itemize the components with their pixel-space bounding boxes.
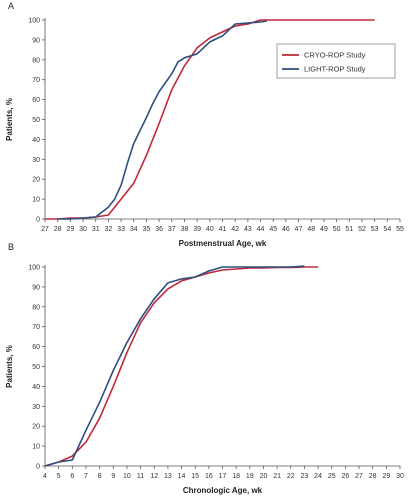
y-tick-label: 20 [32, 177, 40, 184]
x-tick-label: 11 [137, 473, 144, 480]
x-tick-label: 47 [295, 226, 303, 233]
y-tick-label: 80 [32, 57, 40, 64]
x-tick-label: 15 [191, 473, 199, 480]
y-tick-label: 60 [32, 97, 40, 104]
y-tick-label: 10 [32, 197, 40, 204]
y-tick-label: 50 [32, 364, 40, 371]
legend-box [276, 43, 396, 79]
series-line-cryo-rop-study [45, 19, 375, 220]
x-tick-label: 53 [371, 226, 379, 233]
panel-label: B [8, 242, 14, 252]
x-tick-label: 4 [43, 473, 47, 480]
x-tick-label: 34 [130, 226, 138, 233]
legend-entry: CRYO-ROP Study [304, 51, 366, 60]
x-tick-label: 49 [320, 226, 328, 233]
y-tick-label: 40 [32, 137, 40, 144]
y-tick-label: 30 [32, 157, 40, 164]
x-tick-label: 26 [341, 473, 349, 480]
x-tick-label: 14 [178, 473, 186, 480]
y-tick-label: 90 [32, 284, 40, 291]
x-tick-label: 39 [193, 226, 201, 233]
x-tick-label: 20 [260, 473, 268, 480]
x-axis-title: Postmenstrual Age, wk [179, 239, 267, 248]
y-axis-title: Patients, % [5, 98, 14, 141]
x-tick-label: 31 [92, 226, 100, 233]
series-line-light-rop-study [57, 20, 268, 220]
y-axis-title: Patients, % [5, 345, 14, 388]
x-tick-label: 23 [301, 473, 309, 480]
y-tick-label: 100 [28, 18, 40, 25]
x-tick-label: 27 [41, 226, 49, 233]
x-tick-label: 8 [98, 473, 102, 480]
x-tick-label: 32 [104, 226, 112, 233]
x-tick-label: 5 [57, 473, 61, 480]
x-tick-label: 22 [287, 473, 295, 480]
x-tick-label: 54 [383, 226, 391, 233]
y-tick-label: 60 [32, 344, 40, 351]
x-tick-label: 28 [369, 473, 377, 480]
y-tick-label: 20 [32, 424, 40, 431]
x-tick-label: 40 [206, 226, 214, 233]
x-tick-label: 13 [164, 473, 172, 480]
chart-panel-1: A 0 10 20 30 40 50 60 70 80 90 100 27 28 29 30 31 32 33 34 3… [5, 1, 404, 248]
legend-entry: LIGHT-ROP Study [304, 65, 366, 74]
y-tick-label: 0 [36, 464, 40, 471]
x-tick-label: 16 [205, 473, 213, 480]
x-tick-label: 51 [345, 226, 353, 233]
x-tick-label: 55 [396, 226, 404, 233]
x-tick-label: 6 [70, 473, 74, 480]
x-tick-label: 21 [273, 473, 281, 480]
series-line-cryo-rop-study [44, 266, 319, 467]
x-tick-label: 37 [168, 226, 176, 233]
x-axis-title: Chronologic Age, wk [183, 486, 263, 495]
x-tick-label: 46 [282, 226, 290, 233]
panel-label: A [8, 1, 14, 11]
x-tick-label: 35 [143, 226, 151, 233]
x-tick-label: 33 [117, 226, 125, 233]
x-tick-label: 10 [123, 473, 131, 480]
x-tick-label: 29 [66, 226, 74, 233]
x-tick-label: 45 [269, 226, 277, 233]
x-tick-label: 48 [307, 226, 315, 233]
y-tick-label: 90 [32, 37, 40, 44]
y-tick-label: 10 [32, 444, 40, 451]
x-tick-label: 52 [358, 226, 366, 233]
x-tick-label: 29 [382, 473, 390, 480]
x-tick-label: 41 [219, 226, 227, 233]
y-tick-label: 100 [28, 265, 40, 272]
x-tick-label: 25 [328, 473, 336, 480]
x-tick-label: 9 [111, 473, 115, 480]
x-tick-label: 38 [181, 226, 189, 233]
x-tick-label: 30 [396, 473, 404, 480]
y-tick-label: 0 [36, 217, 40, 224]
x-tick-label: 44 [257, 226, 265, 233]
x-tick-label: 50 [333, 226, 341, 233]
x-tick-label: 43 [244, 226, 252, 233]
x-tick-label: 19 [246, 473, 254, 480]
series-line-light-rop-study [44, 265, 305, 467]
y-tick-label: 50 [32, 117, 40, 124]
x-tick-label: 12 [150, 473, 158, 480]
x-tick-label: 30 [79, 226, 87, 233]
y-tick-label: 30 [32, 404, 40, 411]
y-tick-label: 80 [32, 304, 40, 311]
x-tick-label: 42 [231, 226, 239, 233]
x-tick-label: 7 [84, 473, 88, 480]
chart-panel-2: B 0 10 20 30 40 50 60 70 80 90 100 4 5 6 7 8 9 10 11 12 13 14 1… [5, 242, 404, 495]
x-tick-label: 28 [54, 226, 62, 233]
x-tick-label: 36 [155, 226, 163, 233]
x-tick-label: 27 [355, 473, 363, 480]
x-tick-label: 18 [232, 473, 240, 480]
y-tick-label: 70 [32, 77, 40, 84]
legend: CRYO-ROP Study LIGHT-ROP Study [276, 43, 396, 79]
x-tick-label: 17 [219, 473, 227, 480]
y-tick-label: 70 [32, 324, 40, 331]
y-tick-label: 40 [32, 384, 40, 391]
x-tick-label: 24 [314, 473, 322, 480]
